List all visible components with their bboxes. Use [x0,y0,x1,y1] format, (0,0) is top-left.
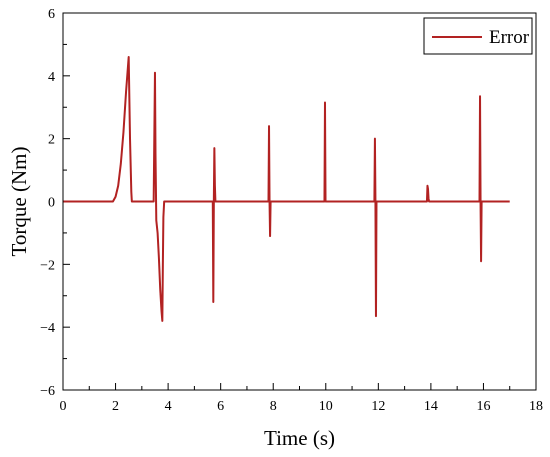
axis-ticks: 0 2 4 6 8 10 12 14 16 18 −6 −4 −2 0 2 4 6 [40,7,543,414]
x-tick-label: 2 [112,399,119,414]
y-tick-label: 2 [48,133,55,148]
x-tick-label: 12 [371,399,385,414]
legend: Error [423,17,533,55]
y-tick-label: 4 [48,70,55,85]
plot-frame [62,12,537,391]
x-tick-label: 8 [270,399,277,414]
legend-label-error: Error [489,27,530,48]
y-tick-label: 6 [48,7,55,22]
x-tick-label: 6 [217,399,224,414]
y-tick-label: 0 [48,196,55,211]
y-tick-label: −2 [40,258,55,273]
plot-area [63,55,510,322]
x-tick-label: 10 [319,399,333,414]
x-axis-title: Time (s) [264,426,335,450]
x-tick-label: 16 [476,399,490,414]
x-tick-label: 14 [424,399,438,414]
x-tick-label: 18 [529,399,543,414]
x-tick-label: 0 [60,399,67,414]
y-axis-title: Torque (Nm) [7,147,31,257]
series-line-error [63,55,510,322]
x-tick-label: 4 [165,399,172,414]
y-tick-label: −4 [40,321,55,336]
y-tick-label: −6 [40,384,55,399]
